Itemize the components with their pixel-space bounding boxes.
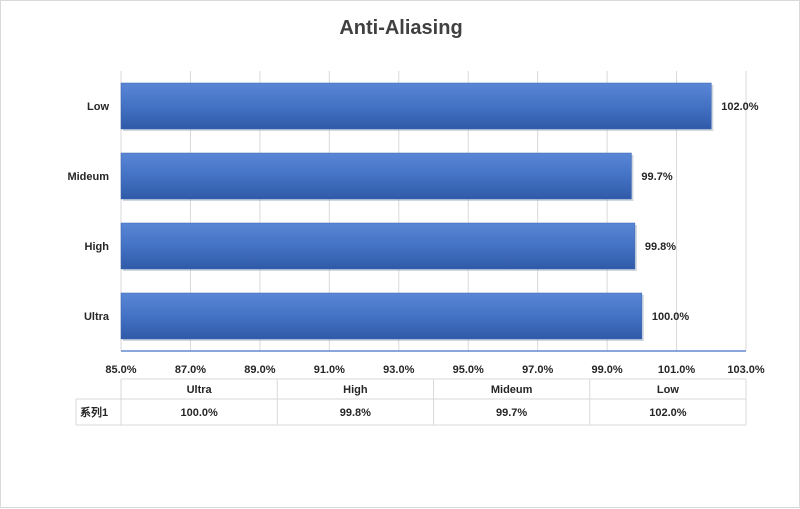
category-label: Ultra (84, 311, 110, 323)
x-tick-label: 85.0% (105, 364, 136, 376)
x-tick-label: 101.0% (658, 364, 696, 376)
data-label: 100.0% (652, 311, 690, 323)
category-label: Low (87, 101, 109, 113)
x-tick-label: 97.0% (522, 364, 553, 376)
chart-title: Anti-Aliasing (339, 17, 463, 39)
table-value-cell: 100.0% (180, 407, 218, 419)
category-label: Mideum (67, 171, 109, 183)
x-tick-label: 103.0% (727, 364, 765, 376)
x-tick-label: 95.0% (453, 364, 484, 376)
table-header-cell: Low (657, 384, 679, 396)
table-value-cell: 102.0% (649, 407, 687, 419)
data-label: 99.8% (645, 241, 676, 253)
x-tick-label: 91.0% (314, 364, 345, 376)
table-header-cell: Mideum (491, 384, 533, 396)
x-tick-label: 99.0% (592, 364, 623, 376)
bar (120, 152, 632, 200)
x-tick-label: 87.0% (175, 364, 206, 376)
x-tick-label: 89.0% (244, 364, 275, 376)
table-value-cell: 99.7% (496, 407, 527, 419)
x-tick-label: 93.0% (383, 364, 414, 376)
bar (120, 222, 636, 270)
table-series-name: 系列1 (80, 405, 108, 419)
data-label: 99.7% (641, 171, 672, 183)
table-value-cell: 99.8% (340, 407, 371, 419)
category-label: High (85, 241, 110, 253)
data-label: 102.0% (721, 101, 759, 113)
bar (120, 82, 712, 130)
table-header-cell: Ultra (187, 384, 213, 396)
bar (120, 292, 643, 340)
table-header-cell: High (343, 384, 368, 396)
